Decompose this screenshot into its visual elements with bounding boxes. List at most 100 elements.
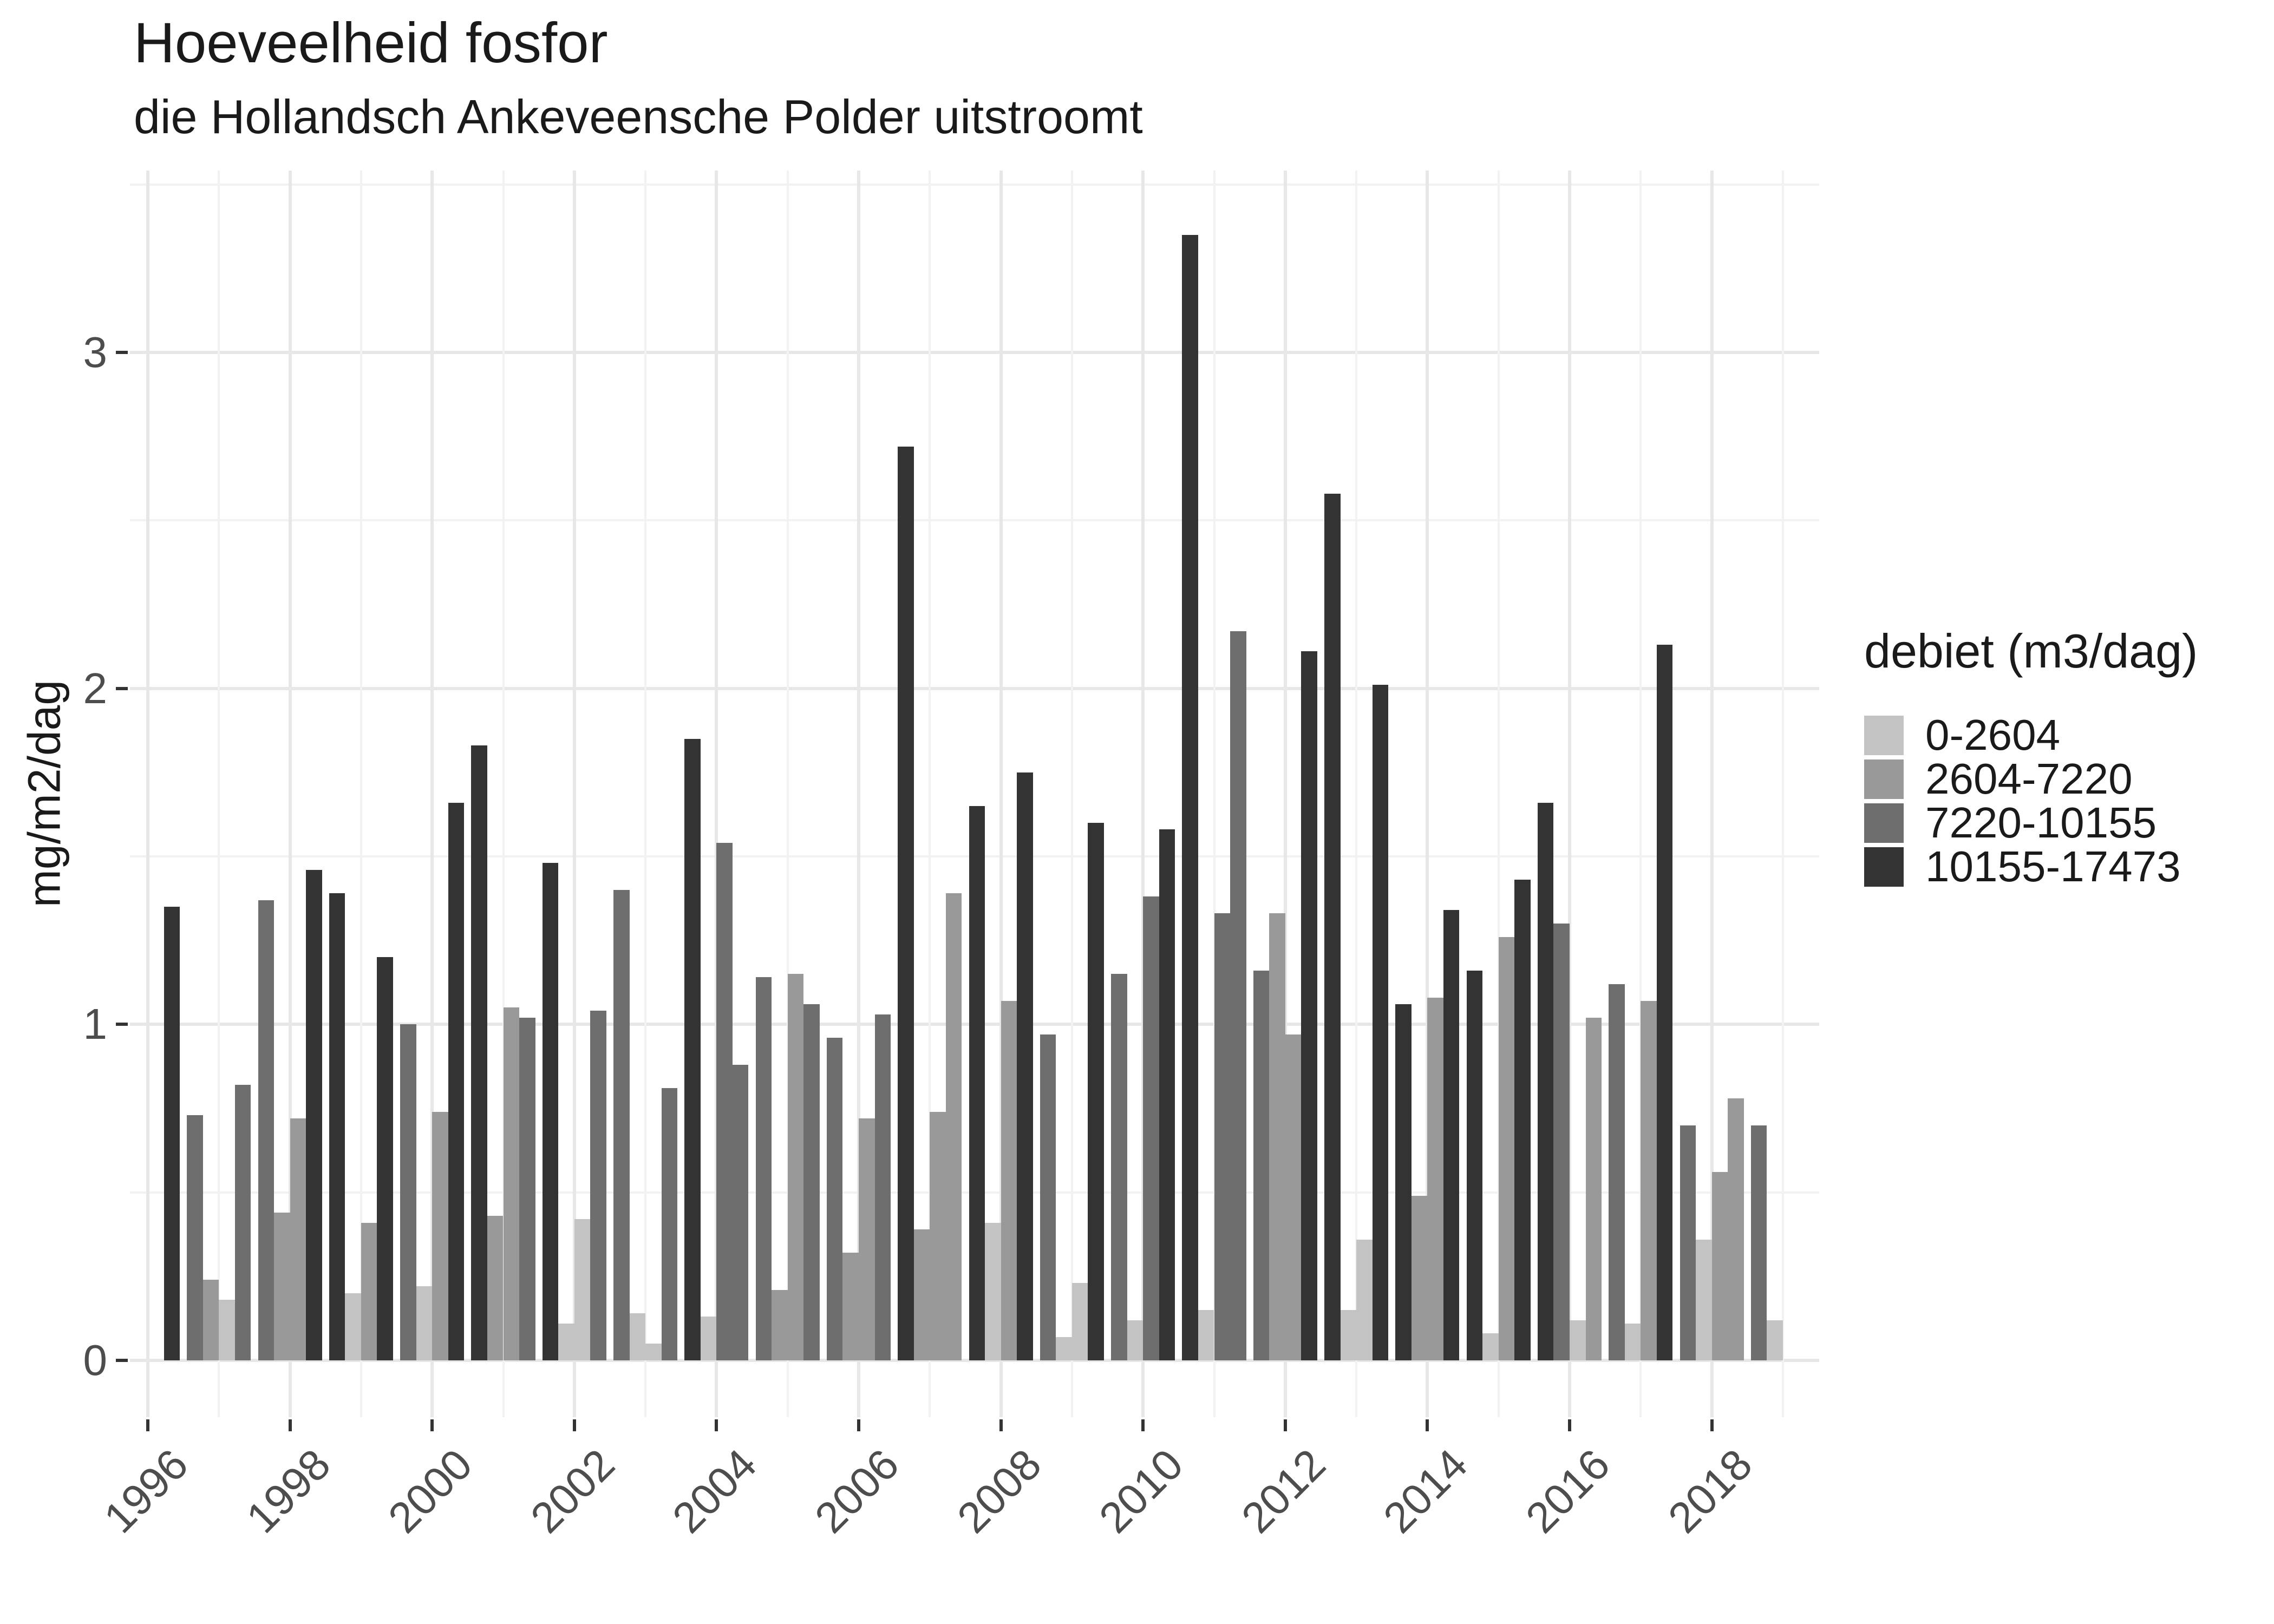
y-tick-label: 3 xyxy=(83,328,108,376)
bar-2001-s2 xyxy=(487,1216,504,1360)
gridline-major-v xyxy=(715,171,718,1417)
legend-label-1: 2604-7220 xyxy=(1925,755,2133,803)
bar-2001-s3 xyxy=(503,1007,520,1360)
bar-2010-s1 xyxy=(1111,974,1127,1360)
gridline-major-v xyxy=(288,171,292,1417)
bar-2002-s4 xyxy=(590,1011,606,1360)
legend-swatch-1 xyxy=(1864,759,1904,799)
gridline-major-h xyxy=(130,686,1819,690)
bar-2019-s1 xyxy=(1750,1125,1767,1360)
bar-2015-s2 xyxy=(1482,1333,1499,1360)
x-tick-mark xyxy=(430,1419,434,1431)
x-tick-mark xyxy=(146,1419,149,1431)
bar-2001-s1 xyxy=(471,745,487,1360)
bar-2013-s3 xyxy=(1356,1239,1373,1360)
bar-2016-s1 xyxy=(1537,802,1554,1360)
bar-2000-s1 xyxy=(400,1024,416,1360)
x-tick-mark xyxy=(1426,1419,1429,1431)
gridline-minor-v xyxy=(1781,171,1784,1417)
x-tick-label: 2002 xyxy=(521,1439,624,1542)
bar-2017-s4 xyxy=(1656,644,1673,1360)
legend-row-2: 7220-10155 xyxy=(1864,798,2265,847)
legend-title: debiet (m3/dag) xyxy=(1864,624,2198,678)
bar-2015-s4 xyxy=(1514,880,1531,1360)
x-tick-label: 2004 xyxy=(663,1439,766,1542)
bar-2006-s2 xyxy=(842,1253,859,1360)
bar-2004-s1 xyxy=(684,738,701,1360)
bar-2011-s3 xyxy=(1214,913,1231,1360)
x-tick-label: 2010 xyxy=(1090,1439,1192,1542)
bar-2014-s3 xyxy=(1427,997,1443,1360)
bar-2015-s3 xyxy=(1498,937,1515,1360)
bar-2012-s3 xyxy=(1285,1034,1302,1360)
bar-2014-s2 xyxy=(1411,1195,1428,1360)
bar-2009-s2 xyxy=(1056,1337,1072,1360)
gridline-major-v xyxy=(1283,171,1287,1417)
plot-panel xyxy=(130,171,1819,1417)
bar-2017-s2 xyxy=(1624,1323,1641,1360)
x-tick-mark xyxy=(1710,1419,1714,1431)
bar-2009-s3 xyxy=(1071,1283,1088,1360)
x-tick-label: 2012 xyxy=(1232,1439,1335,1542)
bar-1998-s3 xyxy=(290,1118,306,1360)
gridline-minor-v xyxy=(1355,171,1358,1417)
gridline-minor-v xyxy=(1639,171,1642,1417)
bar-2009-s4 xyxy=(1088,822,1104,1360)
x-tick-label: 1998 xyxy=(237,1439,339,1542)
bar-2003-s2 xyxy=(629,1313,646,1360)
bar-2012-s1 xyxy=(1253,970,1270,1360)
gridline-minor-v xyxy=(360,171,362,1417)
bar-2005-s2 xyxy=(772,1289,788,1360)
bar-2000-s2 xyxy=(416,1286,433,1360)
x-tick-label: 2016 xyxy=(1517,1439,1619,1542)
gridline-major-v xyxy=(1426,171,1429,1417)
bar-2007-s3 xyxy=(930,1111,946,1360)
bar-2018-s2 xyxy=(1696,1239,1712,1360)
bar-2001-s4 xyxy=(519,1017,535,1360)
legend-row-1: 2604-7220 xyxy=(1864,755,2265,803)
x-tick-mark xyxy=(715,1419,718,1431)
x-tick-label: 2008 xyxy=(948,1439,1050,1542)
legend-label-0: 0-2604 xyxy=(1925,711,2061,759)
bar-2007-s4 xyxy=(945,893,962,1360)
x-tick-mark xyxy=(1283,1419,1287,1431)
gridline-minor-h xyxy=(130,519,1819,522)
bar-2007-s1 xyxy=(898,446,914,1360)
x-tick-label: 2018 xyxy=(1658,1439,1761,1542)
plot-title: Hoeveelheid fosfor xyxy=(134,11,608,75)
bar-2003-s4 xyxy=(661,1088,678,1360)
legend: debiet (m3/dag) 0-2604 2604-7220 7220-1015… xyxy=(1864,625,2265,891)
gridline-minor-v xyxy=(502,171,505,1417)
bar-2003-s3 xyxy=(645,1343,662,1360)
bar-2000-s3 xyxy=(432,1111,448,1360)
legend-swatch-2 xyxy=(1864,803,1904,843)
gridline-major-h xyxy=(130,350,1819,354)
x-tick-mark xyxy=(1568,1419,1571,1431)
bar-2002-s2 xyxy=(558,1323,574,1360)
y-tick-label: 0 xyxy=(83,1336,108,1384)
bar-2016-s2 xyxy=(1553,924,1570,1360)
bar-2011-s4 xyxy=(1230,631,1246,1360)
x-tick-label: 2006 xyxy=(806,1439,908,1542)
bar-2008-s1 xyxy=(969,806,985,1360)
bar-2008-s2 xyxy=(985,1222,1001,1360)
bar-2007-s2 xyxy=(913,1229,930,1360)
bar-1999-s4 xyxy=(377,957,393,1360)
gridline-minor-v xyxy=(218,171,220,1417)
legend-rows: 0-2604 2604-7220 7220-10155 10155-17473 xyxy=(1864,711,2265,890)
gridline-minor-v xyxy=(1213,171,1216,1417)
bar-1998-s4 xyxy=(306,869,322,1360)
bar-2004-s2 xyxy=(700,1317,717,1360)
y-axis-title: mg/m2/dag xyxy=(18,679,70,908)
x-tick-mark xyxy=(1141,1419,1145,1431)
gridline-major-v xyxy=(1710,171,1714,1417)
legend-label-2: 7220-10155 xyxy=(1925,798,2157,847)
y-tick-mark xyxy=(116,686,128,690)
bar-1997-s2 xyxy=(202,1280,219,1360)
y-tick-label: 2 xyxy=(83,664,108,712)
gridline-minor-v xyxy=(1497,171,1500,1417)
legend-swatch-0 xyxy=(1864,715,1904,755)
x-tick-label: 2014 xyxy=(1374,1439,1477,1542)
gridline-major-v xyxy=(146,171,149,1417)
